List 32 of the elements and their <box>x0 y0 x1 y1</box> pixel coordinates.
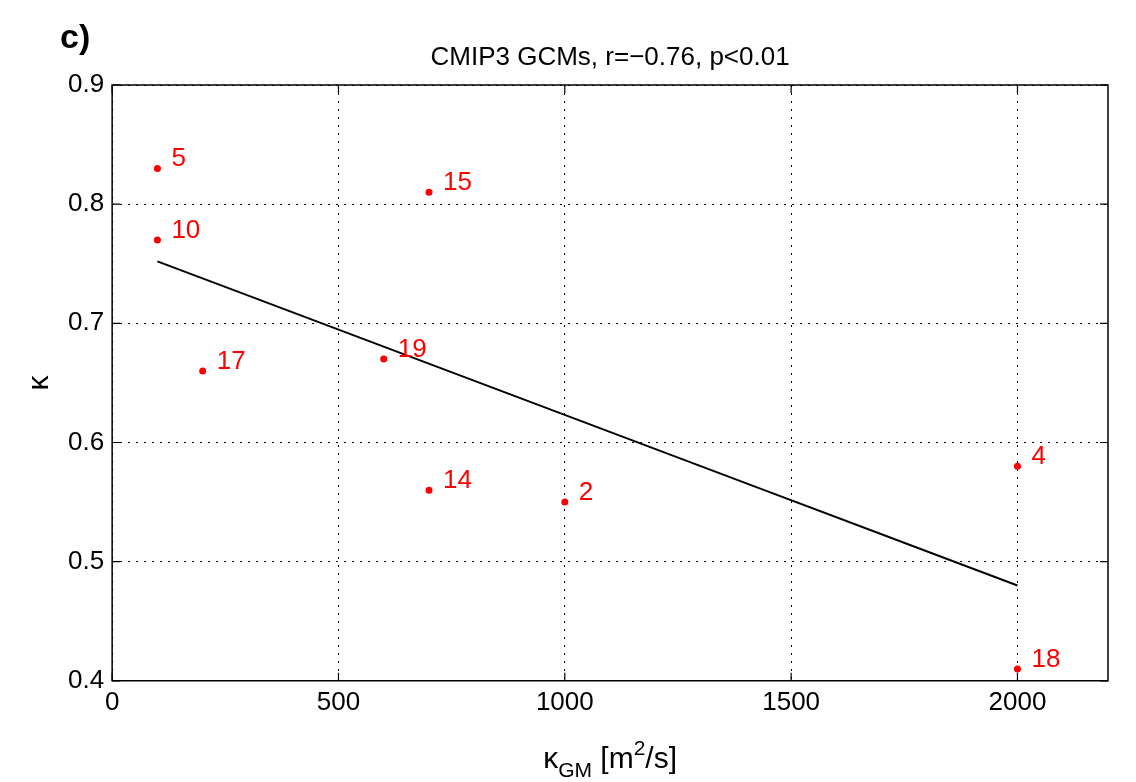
point <box>199 367 207 375</box>
y-tick-label: 0.5 <box>67 544 105 575</box>
annotation: 4 <box>1031 440 1046 471</box>
annotation: 2 <box>578 476 594 507</box>
x-tick-label: 500 <box>316 685 361 716</box>
y-tick-label: 0.7 <box>67 306 105 337</box>
annotation: 10 <box>171 213 201 244</box>
point <box>380 355 388 363</box>
point <box>153 236 161 244</box>
x-tick-label: 1000 <box>535 685 594 716</box>
y-tick-label: 0.4 <box>67 663 105 694</box>
y-axis-title: κ <box>21 374 54 391</box>
annotation: 17 <box>216 344 246 375</box>
annotation: 15 <box>443 166 472 197</box>
annotation: 18 <box>1031 642 1061 673</box>
y-tick-label: 0.6 <box>67 425 105 456</box>
point <box>425 188 433 196</box>
x-tick-label: 0 <box>104 685 120 716</box>
x-tick-label: 2000 <box>988 685 1047 716</box>
point <box>561 498 569 506</box>
point <box>1013 665 1021 673</box>
point <box>153 164 161 172</box>
chart-title: CMIP3 GCMs, r=−0.76, p<0.01 <box>430 41 790 71</box>
annotation: 14 <box>443 464 472 495</box>
text: c) <box>60 17 91 55</box>
x-tick-label: 1500 <box>762 685 821 716</box>
point <box>425 486 433 494</box>
annotation: 5 <box>171 142 186 173</box>
point <box>1013 462 1021 470</box>
y-tick-label: 0.9 <box>67 68 105 99</box>
y-tick-label: 0.8 <box>67 187 105 218</box>
annotation: 19 <box>397 333 427 364</box>
